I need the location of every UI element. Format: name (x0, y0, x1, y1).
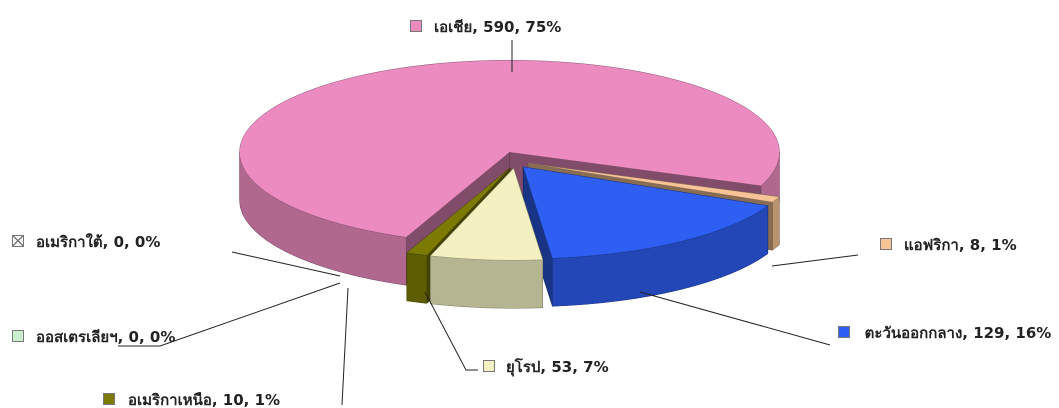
slice-top (239, 60, 780, 238)
leader-line (639, 291, 831, 346)
data-label: เอเชีย, 590, 75% (434, 18, 562, 36)
slice-wall (430, 255, 544, 309)
legend-key (12, 330, 24, 342)
leader-line (231, 251, 341, 277)
slice-wall (772, 196, 780, 251)
slice-top (429, 167, 544, 261)
legend-key (838, 326, 850, 338)
leader-line (771, 254, 859, 267)
data-label: ยุโรป, 53, 7% (506, 358, 609, 376)
leader-line (424, 291, 478, 371)
slice-top (406, 167, 511, 256)
data-label: อเมริกาเหนือ, 10, 1% (128, 391, 281, 408)
legend-key (880, 238, 892, 250)
leader-line (118, 282, 341, 347)
legend-key (483, 360, 495, 372)
legend-key (410, 20, 422, 32)
legend-key (12, 235, 24, 247)
slice (429, 167, 544, 309)
leader-line (341, 287, 349, 406)
data-label: แอฟริกา, 8, 1% (904, 236, 1017, 254)
slice-wall (406, 252, 428, 304)
slice-top (527, 163, 780, 203)
slice-top (522, 166, 769, 259)
data-label: ตะวันออกกลาง, 129, 16% (864, 324, 1052, 342)
legend-key (103, 393, 115, 405)
data-label: อเมริกาใต้, 0, 0% (36, 233, 161, 251)
data-label: ออสเตรเลียฯ, 0, 0% (36, 328, 176, 346)
